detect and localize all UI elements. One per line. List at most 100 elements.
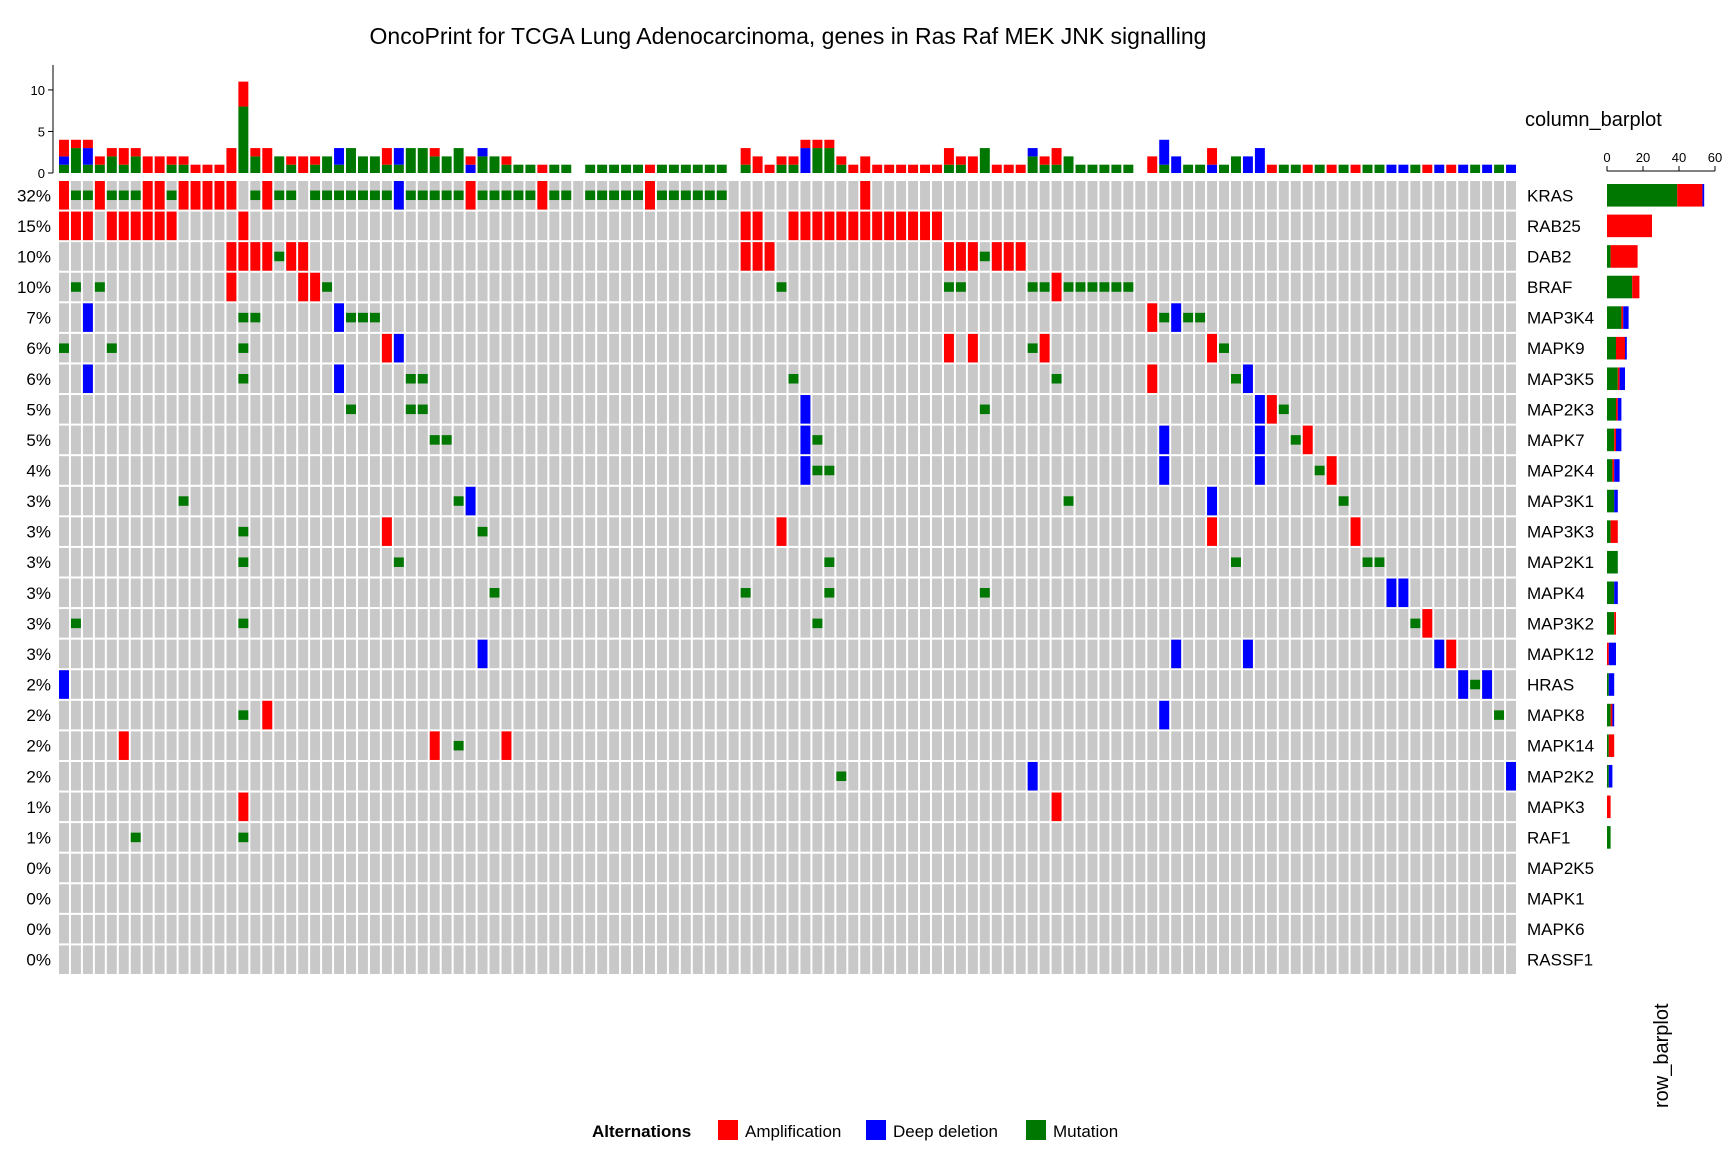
cell-MAP3K1-2 (82, 486, 93, 516)
cell-MAP3K3-110 (1374, 517, 1385, 546)
cell-MAPK3-66 (848, 792, 859, 822)
cell-MAPK12-59 (764, 639, 775, 669)
gene-label-MAP3K2: MAP3K2 (1527, 614, 1594, 633)
cell-MAP2K4-71 (908, 456, 919, 485)
cell-MAP3K2-115 (1434, 609, 1445, 638)
pct-label-MAPK9: 6% (26, 339, 51, 358)
cell-MAP3K3-75 (955, 517, 966, 546)
cell-MAPK4-65 (836, 578, 847, 608)
cell-MAP3K2-3 (94, 609, 105, 638)
cell-MAP2K4-10 (178, 456, 189, 485)
cell-MAPK12-18 (274, 639, 285, 669)
col-bar-45-MUT (597, 164, 608, 173)
cell-MAP2K2-79 (1003, 761, 1014, 791)
cell-MAPK3-96 (1207, 792, 1218, 822)
cell-MAPK8-65 (836, 700, 847, 730)
cell-RAF1-93 (1171, 823, 1182, 852)
cell-RASSF1-103 (1290, 945, 1301, 974)
cell-MAPK1-25 (357, 884, 368, 913)
cell-KRAS-112 (1398, 181, 1409, 210)
cell-MAP3K1-13 (214, 486, 225, 516)
cell-MAPK1-108 (1350, 884, 1361, 913)
amp-BRAF-83 (1051, 272, 1062, 302)
cell-RAF1-62 (800, 823, 811, 852)
cell-MAP3K1-77 (979, 486, 990, 516)
cell-MAPK7-83 (1051, 425, 1062, 455)
cell-MAP2K5-0 (59, 853, 69, 883)
cell-DAB2-38 (513, 242, 524, 271)
cell-MAPK8-63 (812, 700, 823, 730)
cell-MAPK14-96 (1207, 731, 1218, 760)
cell-MAP3K2-111 (1386, 609, 1397, 638)
cell-RAF1-100 (1254, 823, 1265, 852)
cell-MAP3K5-43 (573, 364, 584, 394)
cell-MAPK6-97 (1219, 914, 1229, 944)
cell-MAP2K4-83 (1051, 456, 1062, 485)
col-bar-26-MUT (369, 156, 380, 173)
cell-MAPK14-28 (393, 731, 404, 760)
del-HRAS-119 (1482, 670, 1493, 699)
cell-KRAS-95 (1195, 181, 1206, 210)
cell-DAB2-32 (441, 242, 452, 271)
cell-MAP2K5-89 (1123, 853, 1134, 883)
cell-KRAS-58 (752, 181, 763, 210)
cell-RAB25-60 (776, 211, 787, 241)
cell-DAB2-50 (656, 242, 667, 271)
cell-MAPK12-21 (310, 639, 321, 669)
cell-RAB25-50 (656, 211, 667, 241)
cell-MAP2K1-96 (1207, 547, 1218, 577)
cell-DAB2-41 (549, 242, 560, 271)
cell-MAP2K5-21 (310, 853, 321, 883)
cell-MAPK6-55 (716, 914, 727, 944)
cell-RAB25-121 (1506, 211, 1516, 241)
cell-MAPK8-40 (537, 700, 548, 730)
cell-MAP2K3-85 (1075, 395, 1086, 424)
cell-RAB25-79 (1003, 211, 1014, 241)
col-bar-99-HOMDEL (1242, 156, 1253, 173)
col-bar-17-AMP (262, 148, 273, 173)
cell-MAPK8-97 (1219, 700, 1229, 730)
cell-MAPK3-58 (752, 792, 763, 822)
cell-BRAF-16 (250, 272, 261, 302)
cell-MAPK4-117 (1458, 578, 1469, 608)
mut-BRAF-74 (943, 282, 954, 292)
col-bar-31-AMP (429, 148, 440, 157)
cell-MAPK12-17 (262, 639, 273, 669)
cell-MAPK4-97 (1219, 578, 1229, 608)
cell-MAPK8-91 (1147, 700, 1158, 730)
col-bar-3-MUT (94, 164, 105, 173)
cell-MAP3K4-14 (226, 303, 237, 332)
cell-MAP2K4-9 (166, 456, 177, 485)
amp-KRAS-11 (190, 181, 201, 210)
cell-RASSF1-12 (202, 945, 213, 974)
cell-MAPK8-69 (884, 700, 895, 730)
cell-BRAF-115 (1434, 272, 1445, 302)
cell-HRAS-102 (1278, 670, 1289, 699)
cell-MAP3K5-96 (1207, 364, 1218, 394)
cell-MAP3K5-72 (920, 364, 931, 394)
cell-MAP2K4-86 (1087, 456, 1098, 485)
cell-MAP2K3-8 (154, 395, 165, 424)
cell-MAPK7-27 (381, 425, 392, 455)
cell-MAP3K4-21 (310, 303, 321, 332)
cell-MAP2K5-112 (1398, 853, 1409, 883)
cell-MAP2K5-99 (1242, 853, 1253, 883)
cell-MAPK6-110 (1374, 914, 1385, 944)
cell-BRAF-70 (896, 272, 907, 302)
cell-HRAS-85 (1075, 670, 1086, 699)
cell-MAPK12-119 (1482, 639, 1493, 669)
cell-MAP3K5-9 (166, 364, 177, 394)
amp-MAPK14-5 (118, 731, 129, 760)
cell-MAP2K1-48 (633, 547, 643, 577)
cell-MAPK1-77 (979, 884, 990, 913)
cell-MAP3K4-5 (118, 303, 129, 332)
cell-MAPK12-8 (154, 639, 165, 669)
cell-MAPK6-63 (812, 914, 823, 944)
cell-MAPK3-69 (884, 792, 895, 822)
cell-MAPK4-71 (908, 578, 919, 608)
mut-MAP3K4-94 (1183, 312, 1194, 323)
amp-KRAS-12 (202, 181, 213, 210)
cell-MAP3K4-67 (860, 303, 871, 332)
col-bar-83-AMP (1051, 148, 1062, 165)
cell-RASSF1-11 (190, 945, 201, 974)
